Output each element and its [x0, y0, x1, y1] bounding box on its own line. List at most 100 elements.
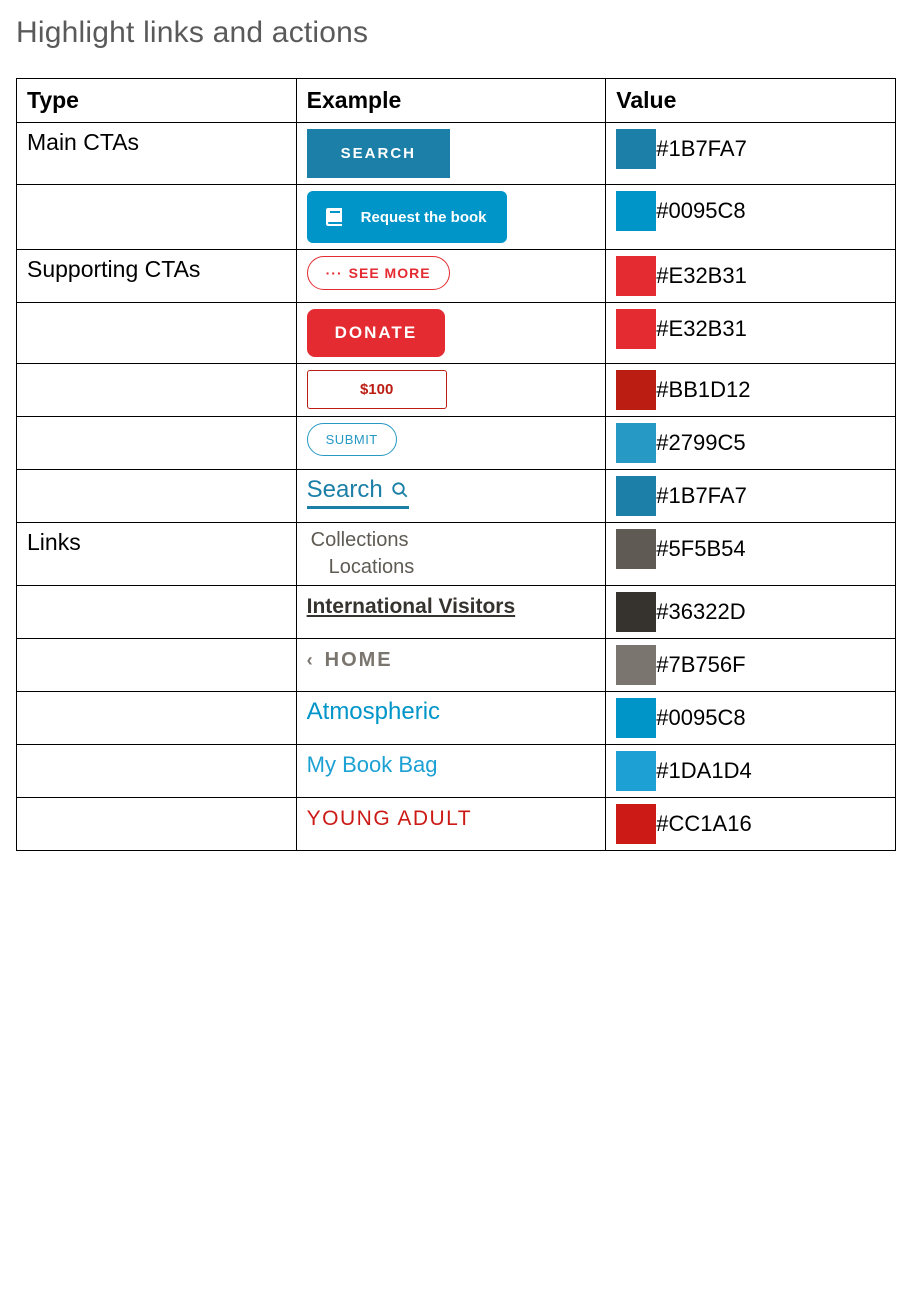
type-cell — [17, 303, 297, 364]
col-header-value: Value — [606, 79, 896, 123]
table-row: International Visitors #36322D — [17, 586, 896, 639]
value-cell: #0095C8 — [606, 692, 896, 745]
value-cell: #CC1A16 — [606, 798, 896, 851]
type-cell — [17, 639, 297, 692]
type-cell: Links — [17, 523, 297, 586]
type-cell: Main CTAs — [17, 123, 297, 185]
style-guide-table: Type Example Value Main CTAs SEARCH #1B7… — [16, 78, 896, 851]
example-cell: International Visitors — [296, 586, 606, 639]
example-cell: YOUNG ADULT — [296, 798, 606, 851]
color-hex: #36322D — [656, 599, 745, 625]
type-cell — [17, 586, 297, 639]
value-cell: #2799C5 — [606, 417, 896, 470]
request-book-button[interactable]: Request the book — [307, 191, 507, 243]
color-swatch — [616, 423, 656, 463]
color-swatch — [616, 370, 656, 410]
young-adult-link[interactable]: YOUNG ADULT — [307, 807, 472, 830]
type-cell — [17, 185, 297, 250]
table-row: DONATE #E32B31 — [17, 303, 896, 364]
example-cell: SUBMIT — [296, 417, 606, 470]
table-row: ‹ HOME #7B756F — [17, 639, 896, 692]
value-cell: #5F5B54 — [606, 523, 896, 586]
amount-100-button[interactable]: $100 — [307, 370, 447, 409]
color-hex: #BB1D12 — [656, 377, 750, 403]
color-hex: #2799C5 — [656, 430, 745, 456]
color-swatch — [616, 529, 656, 569]
type-cell — [17, 364, 297, 417]
example-cell: Request the book — [296, 185, 606, 250]
color-swatch — [616, 751, 656, 791]
table-row: Supporting CTAs ··· SEE MORE #E32B31 — [17, 250, 896, 303]
color-hex: #1DA1D4 — [656, 758, 751, 784]
value-cell: #36322D — [606, 586, 896, 639]
collections-link[interactable]: Collections — [311, 529, 596, 552]
example-cell: Search — [296, 470, 606, 523]
request-book-label: Request the book — [361, 209, 487, 226]
color-hex: #5F5B54 — [656, 536, 745, 562]
color-swatch — [616, 698, 656, 738]
color-hex: #0095C8 — [656, 198, 745, 224]
table-row: Links Collections Locations #5F5B54 — [17, 523, 896, 586]
table-row: Main CTAs SEARCH #1B7FA7 — [17, 123, 896, 185]
color-hex: #1B7FA7 — [656, 136, 747, 162]
international-visitors-link[interactable]: International Visitors — [307, 595, 516, 618]
search-link[interactable]: Search — [307, 476, 409, 509]
color-hex: #E32B31 — [656, 263, 747, 289]
value-cell: #E32B31 — [606, 303, 896, 364]
color-swatch — [616, 191, 656, 231]
home-label: HOME — [325, 649, 393, 672]
see-more-label: SEE MORE — [349, 265, 431, 281]
value-cell: #7B756F — [606, 639, 896, 692]
type-cell: Supporting CTAs — [17, 250, 297, 303]
table-row: Search #1B7FA7 — [17, 470, 896, 523]
value-cell: #BB1D12 — [606, 364, 896, 417]
color-swatch — [616, 309, 656, 349]
my-book-bag-link[interactable]: My Book Bag — [307, 752, 438, 777]
type-cell — [17, 470, 297, 523]
color-hex: #0095C8 — [656, 705, 745, 731]
color-swatch — [616, 129, 656, 169]
home-breadcrumb-link[interactable]: ‹ HOME — [307, 649, 393, 672]
color-swatch — [616, 645, 656, 685]
color-swatch — [616, 476, 656, 516]
color-swatch — [616, 256, 656, 296]
submit-button[interactable]: SUBMIT — [307, 423, 397, 456]
ellipsis-icon: ··· — [326, 265, 343, 281]
chevron-left-icon: ‹ — [307, 650, 315, 671]
book-icon — [323, 205, 347, 229]
col-header-example: Example — [296, 79, 606, 123]
table-row: YOUNG ADULT #CC1A16 — [17, 798, 896, 851]
color-hex: #CC1A16 — [656, 811, 751, 837]
table-row: Atmospheric #0095C8 — [17, 692, 896, 745]
search-button[interactable]: SEARCH — [307, 129, 450, 178]
example-cell: Collections Locations — [296, 523, 606, 586]
table-row: My Book Bag #1DA1D4 — [17, 745, 896, 798]
table-row: $100 #BB1D12 — [17, 364, 896, 417]
example-cell: SEARCH — [296, 123, 606, 185]
color-hex: #7B756F — [656, 652, 745, 678]
value-cell: #1B7FA7 — [606, 123, 896, 185]
page-title: Highlight links and actions — [16, 16, 900, 50]
example-cell: My Book Bag — [296, 745, 606, 798]
color-swatch — [616, 804, 656, 844]
atmospheric-link[interactable]: Atmospheric — [307, 698, 440, 725]
color-hex: #E32B31 — [656, 316, 747, 342]
example-cell: $100 — [296, 364, 606, 417]
see-more-button[interactable]: ··· SEE MORE — [307, 256, 450, 290]
type-cell — [17, 692, 297, 745]
value-cell: #E32B31 — [606, 250, 896, 303]
color-swatch — [616, 592, 656, 632]
table-row: SUBMIT #2799C5 — [17, 417, 896, 470]
locations-link[interactable]: Locations — [311, 556, 596, 579]
magnify-icon — [391, 481, 409, 499]
search-link-label: Search — [307, 476, 383, 504]
donate-button[interactable]: DONATE — [307, 309, 446, 357]
color-hex: #1B7FA7 — [656, 483, 747, 509]
type-cell — [17, 745, 297, 798]
example-cell: ··· SEE MORE — [296, 250, 606, 303]
value-cell: #0095C8 — [606, 185, 896, 250]
type-cell — [17, 417, 297, 470]
col-header-type: Type — [17, 79, 297, 123]
example-cell: ‹ HOME — [296, 639, 606, 692]
value-cell: #1B7FA7 — [606, 470, 896, 523]
